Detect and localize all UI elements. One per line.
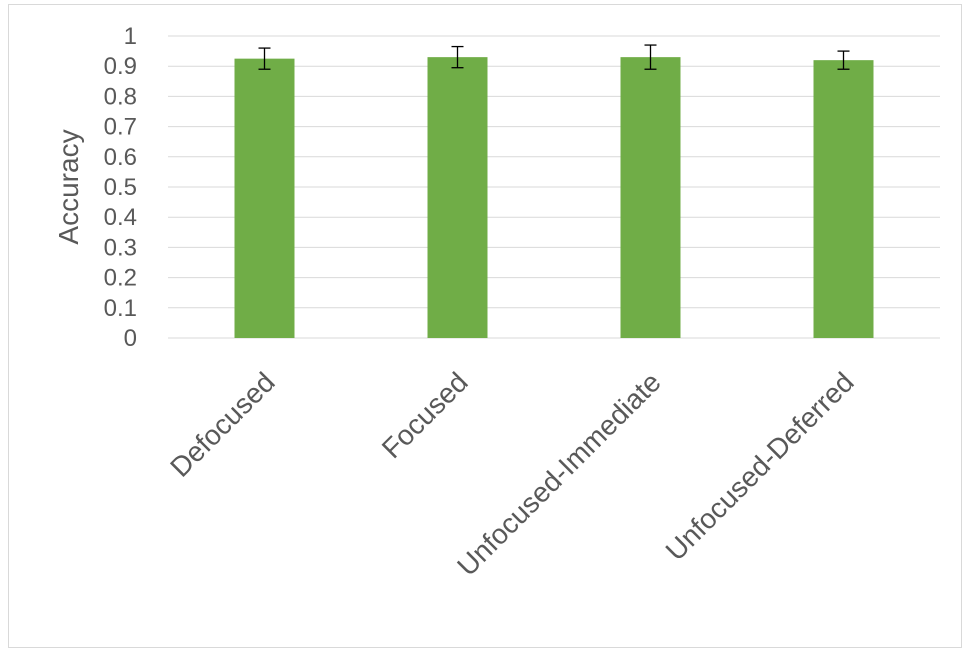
y-tick-label: 0.8 [104, 83, 137, 110]
bars [234, 57, 874, 339]
y-tick-label: 0.2 [104, 265, 137, 292]
y-tick-label: 0 [124, 325, 137, 352]
bar-defocused [234, 58, 295, 339]
bar-focused [427, 57, 488, 338]
gridlines [168, 35, 940, 339]
error-bar [837, 50, 850, 70]
error-bar [451, 45, 464, 69]
y-tick-label: 0.3 [104, 234, 137, 261]
y-tick-label: 0.6 [104, 144, 137, 171]
y-axis-title: Accuracy [53, 129, 84, 244]
x-tick-label: Focused [376, 366, 474, 464]
error-bar [258, 47, 271, 70]
y-tick-label: 0.9 [104, 53, 137, 80]
bar-unfocused-immediate [620, 57, 681, 338]
x-tick-label: Defocused [164, 366, 281, 483]
y-tick-label: 0.1 [104, 295, 137, 322]
y-tick-label: 0.7 [104, 114, 137, 141]
y-axis-ticks: 0 0.1 0.2 0.3 0.4 0.5 0.6 0.7 0.8 0.9 1 [104, 23, 137, 352]
y-tick-label: 1 [124, 23, 137, 50]
y-tick-label: 0.5 [104, 174, 137, 201]
bar-unfocused-deferred [813, 60, 874, 338]
x-tick-label: Unfocused-Immediate [451, 366, 667, 582]
y-tick-label: 0.4 [104, 204, 137, 231]
x-axis-ticks: Defocused FocusedUnfocused-ImmediateUnfoc… [164, 366, 860, 582]
x-tick-label: Unfocused-Deferred [660, 366, 860, 566]
error-bars [258, 44, 850, 70]
error-bar [644, 44, 657, 70]
